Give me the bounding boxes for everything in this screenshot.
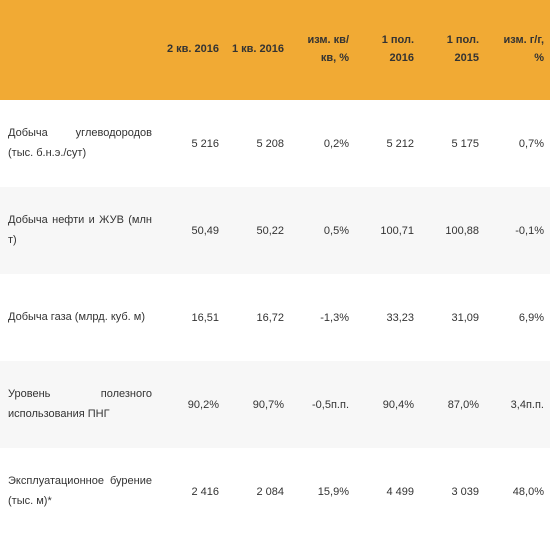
row-value: 87,0% <box>420 361 485 448</box>
row-label: Добыча нефти и ЖУВ (млн т) <box>0 187 160 274</box>
table-row: Добыча нефти и ЖУВ (млн т) 50,49 50,22 0… <box>0 187 550 274</box>
table-row: Добыча углеводородов (тыс. б.н.э./сут) 5… <box>0 100 550 187</box>
row-label: Добыча углеводородов (тыс. б.н.э./сут) <box>0 100 160 187</box>
row-value: 16,51 <box>160 274 225 361</box>
row-value: -0,1% <box>485 187 550 274</box>
row-value: -0,5п.п. <box>290 361 355 448</box>
row-value: 48,0% <box>485 448 550 535</box>
row-value: 3 039 <box>420 448 485 535</box>
row-value: 5 175 <box>420 100 485 187</box>
row-value: 5 212 <box>355 100 420 187</box>
header-cell-6: изм. г/г, % <box>485 0 550 100</box>
row-value: -1,3% <box>290 274 355 361</box>
row-value: 15,9% <box>290 448 355 535</box>
row-value: 0,2% <box>290 100 355 187</box>
data-table: 2 кв. 2016 1 кв. 2016 изм. кв/кв, % 1 по… <box>0 0 550 535</box>
header-cell-2: 1 кв. 2016 <box>225 0 290 100</box>
row-value: 2 084 <box>225 448 290 535</box>
row-value: 90,2% <box>160 361 225 448</box>
row-value: 0,5% <box>290 187 355 274</box>
row-value: 0,7% <box>485 100 550 187</box>
row-value: 5 216 <box>160 100 225 187</box>
table-row: Уровень полезного использования ПНГ 90,2… <box>0 361 550 448</box>
row-value: 5 208 <box>225 100 290 187</box>
row-value: 33,23 <box>355 274 420 361</box>
row-label: Уровень полезного использования ПНГ <box>0 361 160 448</box>
table-header-row: 2 кв. 2016 1 кв. 2016 изм. кв/кв, % 1 по… <box>0 0 550 100</box>
row-value: 100,88 <box>420 187 485 274</box>
row-value: 31,09 <box>420 274 485 361</box>
table-row: Добыча газа (млрд. куб. м) 16,51 16,72 -… <box>0 274 550 361</box>
row-value: 16,72 <box>225 274 290 361</box>
row-value: 90,7% <box>225 361 290 448</box>
header-cell-1: 2 кв. 2016 <box>160 0 225 100</box>
row-value: 4 499 <box>355 448 420 535</box>
row-value: 3,4п.п. <box>485 361 550 448</box>
row-value: 100,71 <box>355 187 420 274</box>
header-cell-4: 1 пол. 2016 <box>355 0 420 100</box>
row-value: 50,22 <box>225 187 290 274</box>
header-cell-3: изм. кв/кв, % <box>290 0 355 100</box>
row-value: 90,4% <box>355 361 420 448</box>
row-value: 2 416 <box>160 448 225 535</box>
row-value: 50,49 <box>160 187 225 274</box>
row-value: 6,9% <box>485 274 550 361</box>
header-cell-0 <box>0 0 160 100</box>
table-row: Эксплуатационное бурение (тыс. м)* 2 416… <box>0 448 550 535</box>
row-label: Эксплуатационное бурение (тыс. м)* <box>0 448 160 535</box>
header-cell-5: 1 пол. 2015 <box>420 0 485 100</box>
table-body: Добыча углеводородов (тыс. б.н.э./сут) 5… <box>0 100 550 535</box>
row-label: Добыча газа (млрд. куб. м) <box>0 274 160 361</box>
